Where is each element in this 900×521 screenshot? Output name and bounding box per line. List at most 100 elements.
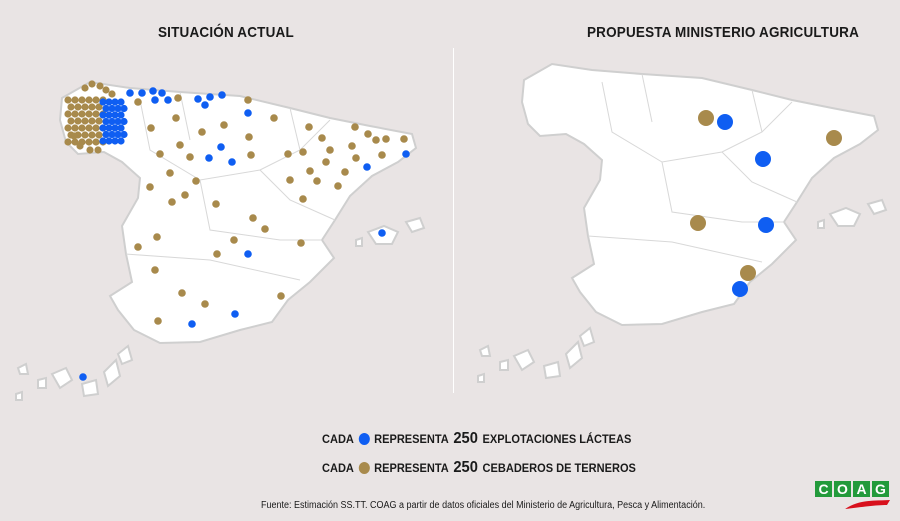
fattening-dot (213, 250, 221, 258)
fattening-dot (400, 135, 408, 143)
fattening-dot (108, 90, 116, 98)
fattening-dot (96, 82, 104, 90)
fattening-dot (74, 103, 82, 111)
dairy-dot (201, 101, 209, 109)
fattening-dot (67, 117, 75, 125)
fattening-dot (71, 110, 79, 118)
dairy-dot (378, 229, 386, 237)
fattening-dot (78, 96, 86, 104)
fattening-dot (151, 266, 159, 274)
dairy-dot (117, 124, 125, 132)
dairy-dot (114, 130, 122, 139)
fattening-dot (154, 317, 162, 325)
legend-number: 250 (453, 459, 478, 476)
logo-letter: A (853, 481, 870, 497)
dairy-dot (108, 104, 116, 113)
dairy-dot (149, 87, 157, 95)
legend-middle: REPRESENTA (374, 432, 449, 446)
fattening-dot (378, 151, 386, 159)
dairy-dot (120, 104, 128, 113)
fattening-dot (698, 110, 714, 126)
fattening-dot (64, 138, 72, 146)
fattening-dot (71, 96, 79, 104)
fattening-dot (81, 117, 89, 125)
dairy-dot (102, 130, 110, 139)
fattening-dot (134, 98, 142, 106)
fattening-dot (181, 191, 189, 199)
fattening-dot (198, 128, 206, 136)
legend-number: 250 (453, 430, 478, 447)
fattening-dot (88, 103, 96, 111)
fattening-dot (146, 183, 154, 191)
legend-dairy: CADA REPRESENTA 250 EXPLOTACIONES LÁCTEA… (322, 430, 631, 448)
gold-dot-icon (358, 462, 370, 474)
fattening-dot (85, 138, 93, 146)
fattening-dot (334, 182, 342, 190)
fattening-dot (168, 198, 176, 206)
fattening-dot (270, 114, 278, 122)
dairy-dot (363, 163, 371, 171)
fattening-dot (284, 150, 292, 158)
fattening-dot (172, 114, 180, 122)
fattening-dot (247, 151, 255, 159)
fattening-dot (341, 168, 349, 176)
fattening-dot (244, 96, 252, 104)
fattening-dot (86, 146, 94, 154)
fattening-dot (102, 86, 110, 94)
dairy-dot (151, 96, 159, 104)
fattening-dot (88, 131, 96, 139)
fattening-dot (78, 110, 86, 118)
fattening-dot (64, 110, 72, 118)
fattening-dot (67, 103, 75, 111)
dairy-dot (117, 137, 125, 145)
dairy-dot (105, 111, 113, 119)
fattening-dot (299, 148, 307, 156)
fattening-dot (64, 96, 72, 104)
dairy-dot (105, 124, 113, 132)
dairy-dot (218, 91, 226, 99)
logo-letter: C (815, 481, 832, 497)
fattening-dot (176, 141, 184, 149)
fattening-dot (352, 154, 360, 162)
fattening-dot (322, 158, 330, 166)
fattening-dot (147, 124, 155, 132)
dairy-dot (99, 111, 107, 119)
fattening-dot (92, 124, 100, 132)
source-footer: Fuente: Estimación SS.TT. COAG a partir … (261, 500, 706, 511)
legend-middle: REPRESENTA (374, 461, 449, 475)
dairy-dot (102, 117, 110, 126)
dairy-dot (120, 117, 128, 126)
dairy-dot (99, 98, 107, 106)
fattening-dot (88, 117, 96, 125)
fattening-dot (74, 117, 82, 125)
fattening-dot (826, 130, 842, 146)
dairy-dot (228, 158, 236, 166)
dairy-dot (99, 124, 107, 132)
left-map-title: SITUACIÓN ACTUAL (158, 24, 294, 41)
fattening-dot (201, 300, 209, 308)
dairy-dot (105, 137, 113, 145)
legend-suffix: CEBADEROS DE TERNEROS (482, 461, 636, 475)
fattening-dot (318, 134, 326, 142)
fattening-dot (92, 138, 100, 146)
dairy-dot (126, 89, 134, 97)
logo-letter: O (834, 481, 851, 497)
fattening-dot (372, 136, 380, 144)
dairy-dot (120, 130, 128, 139)
fattening-dot (305, 123, 313, 131)
logo-swoosh (845, 500, 890, 509)
dairy-dot (244, 250, 252, 258)
fattening-dot (306, 167, 314, 175)
fattening-dot (95, 131, 103, 139)
fattening-dot (299, 195, 307, 203)
fattening-dot (186, 153, 194, 161)
fattening-dot (286, 176, 294, 184)
dairy-dot (755, 151, 771, 167)
fattening-dot (178, 289, 186, 297)
fattening-dot (88, 80, 96, 88)
left-map-dots (64, 80, 410, 381)
fattening-dot (364, 130, 372, 138)
dairy-dot (79, 373, 87, 381)
dairy-dot (164, 96, 172, 104)
